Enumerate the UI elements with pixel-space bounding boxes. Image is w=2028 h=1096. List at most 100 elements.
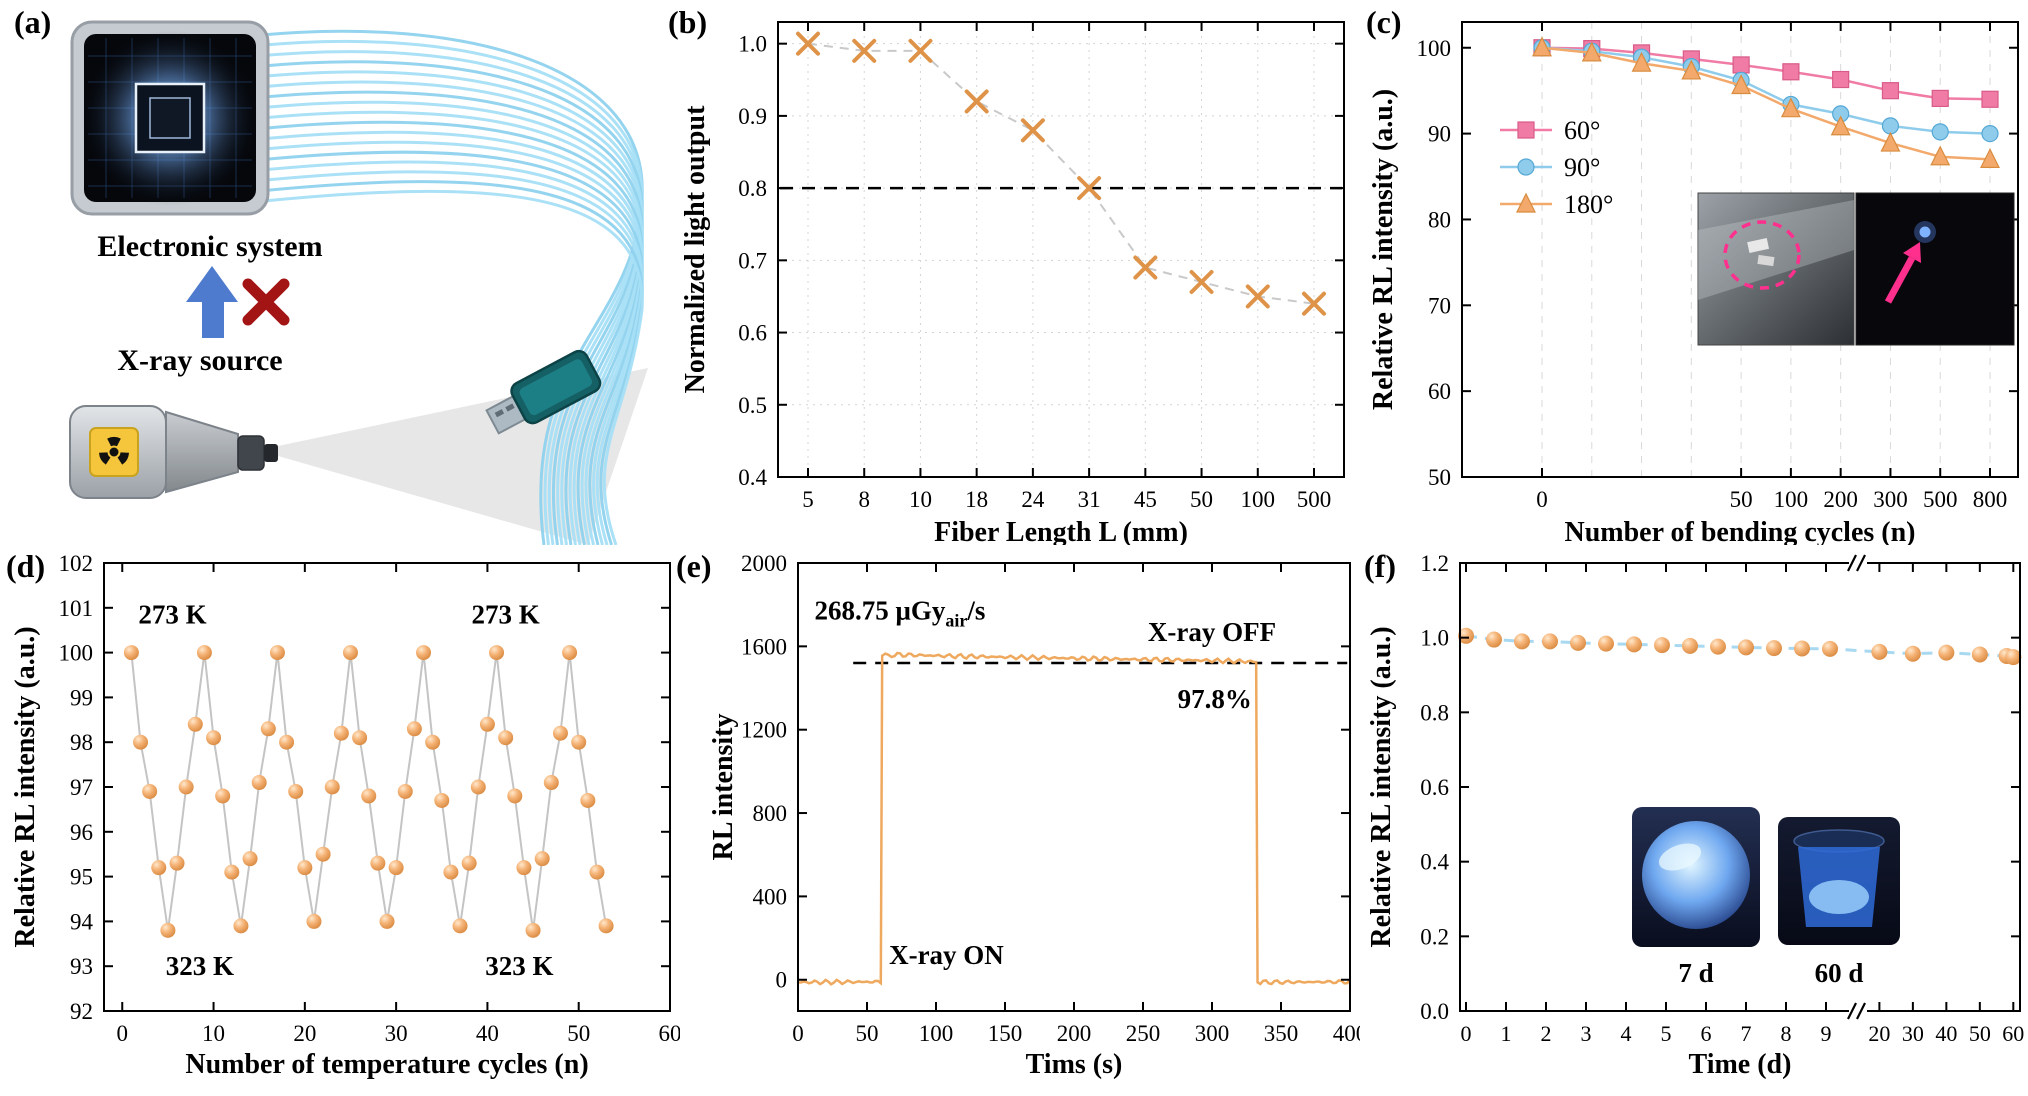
tick-label: 0.4 (738, 465, 767, 490)
panel-label-e: (e) (676, 548, 712, 584)
pointer-arrow (1884, 256, 1916, 304)
data-point-sphere (333, 725, 349, 741)
data-point-sphere (562, 645, 578, 661)
tick-label: 50 (567, 1021, 590, 1046)
tick-label: 20 (293, 1021, 316, 1046)
chip-illustration (70, 20, 270, 216)
panel-label-c: (c) (1366, 4, 1402, 40)
tick-label: 0.8 (1420, 700, 1449, 725)
data-point-sphere (534, 851, 550, 867)
x-axis-title: Tims (s) (1026, 1049, 1123, 1080)
temperature-annotation: 323 K (485, 951, 553, 981)
data-point-sphere (361, 788, 377, 804)
data-point-sphere (206, 730, 222, 746)
fiber-strand (249, 180, 644, 545)
data-point-x (852, 38, 877, 63)
tick-label: 2000 (741, 551, 787, 576)
x-axis-title: Number of temperature cycles (n) (185, 1049, 588, 1080)
tick-label: 350 (1264, 1021, 1299, 1046)
tick-label: 0 (117, 1021, 129, 1046)
data-point-square (1782, 63, 1800, 81)
data-point-circle (1881, 117, 1900, 135)
chart-c-bending-cycles: 50 60 70 80 90 100 0 50 100 200 300 500 800 60° 90° 180… (1368, 21, 2019, 545)
plot-frame (777, 21, 1345, 478)
data-point-x (1020, 118, 1045, 143)
data-point-sphere (1570, 634, 1586, 651)
data-point-sphere (169, 855, 185, 871)
x-axis-title: Time (d) (1689, 1049, 1792, 1080)
data-point-sphere (461, 855, 477, 871)
data-point-square (1517, 121, 1535, 139)
highlight-ellipse (1723, 220, 1801, 290)
axis-break-gap (1849, 1006, 1867, 1016)
data-point-circle (1931, 123, 1949, 141)
data-point-x (1302, 291, 1326, 316)
data-point-sphere (479, 716, 495, 732)
tick-label: 60 (2002, 1021, 2024, 1046)
data-point-sphere (187, 716, 203, 732)
series-line-180° (1541, 46, 1991, 161)
fiber-sample (1747, 238, 1770, 253)
legend-label: 60° (1564, 116, 1600, 145)
xray-off-label: X-ray OFF (1148, 617, 1276, 647)
y-axis-title: Relative RL intensity (a.u.) (10, 626, 41, 947)
data-point-sphere (178, 779, 194, 795)
data-point-square (1732, 56, 1750, 74)
y-axis-title: Relative RL intensity (a.u.) (1368, 89, 1399, 410)
tick-label: 40 (476, 1021, 499, 1046)
data-point-sphere (580, 792, 596, 808)
data-point-x (1077, 176, 1102, 201)
tick-label: 800 (1973, 487, 2008, 512)
data-point-triangle (1930, 145, 1951, 166)
data-point-sphere (571, 734, 587, 750)
fiber-strand (249, 140, 644, 545)
y-axis-title: Normalized light output (680, 105, 711, 393)
tick-label: 50 (1969, 1021, 1991, 1046)
data-point-sphere (342, 645, 358, 661)
data-point-triangle (1780, 97, 1801, 118)
tick-label: 0 (792, 1021, 804, 1046)
data-point-sphere (388, 860, 404, 876)
data-point-square (1881, 82, 1900, 100)
axis-break-mark (1847, 1002, 1857, 1020)
tick-label: 100 (59, 641, 94, 666)
data-point-triangle (1532, 36, 1552, 57)
data-point-sphere (306, 913, 322, 929)
data-point-sphere (242, 851, 258, 867)
data-point-sphere (1738, 639, 1754, 656)
data-point-sphere (352, 730, 368, 746)
tick-label: 90 (1428, 122, 1451, 147)
tick-label: 10 (909, 487, 932, 512)
tick-label: 8 (1781, 1021, 1792, 1046)
tick-label: 97 (70, 775, 93, 800)
data-point-sphere (1794, 640, 1810, 657)
data-point-sphere (1458, 627, 1474, 644)
tick-label: 18 (965, 487, 988, 512)
tick-label: 9 (1821, 1021, 1832, 1046)
tick-label: 100 (1417, 36, 1452, 61)
tick-label: 70 (1428, 293, 1451, 318)
data-point-x (908, 38, 933, 63)
data-point-sphere (1904, 645, 1921, 662)
usb-stick (485, 349, 602, 435)
tick-label: 8 (858, 487, 870, 512)
data-point-sphere (123, 645, 139, 661)
rl-trace (797, 651, 1351, 986)
tick-label: 92 (70, 999, 93, 1024)
tick-label: 50 (856, 1021, 879, 1046)
retention-value: 97.8% (1178, 684, 1252, 714)
temperature-annotation: 323 K (166, 951, 234, 981)
tick-label: 0.7 (738, 248, 767, 273)
data-point-sphere (151, 860, 167, 876)
tick-label: 400 (1333, 1021, 1360, 1046)
data-point-sphere (434, 792, 450, 808)
panel-label-f: (f) (1364, 548, 1396, 584)
chart-b-fiber-length: 0.4 0.5 0.6 0.7 0.8 0.9 1.0 5 8 10 18 24 31 45 50 100 50… (680, 21, 1345, 545)
rl-glow-photo (1855, 192, 2015, 346)
tick-label: 102 (59, 551, 94, 576)
data-point-triangle (1830, 115, 1851, 136)
axis-break-mark (1856, 1002, 1866, 1020)
data-point-square (1931, 89, 1949, 108)
tick-label: 500 (1297, 487, 1332, 512)
data-point-sphere (1654, 637, 1670, 654)
